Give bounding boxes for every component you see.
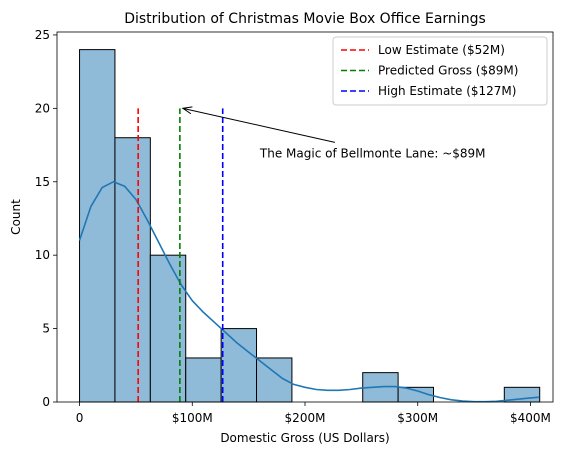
legend-label: Low Estimate ($52M) [378,43,505,57]
reference-lines [137,108,224,402]
y-tick-label: 25 [35,28,50,42]
histogram-bar [79,49,116,403]
x-tick-label: $300M [397,411,438,425]
annotation-arrow-line [182,107,336,143]
y-tick-label: 5 [42,322,50,336]
x-tick-label: $200M [285,411,326,425]
y-tick-label: 0 [42,395,50,409]
x-axis-label: Domestic Gross (US Dollars) [220,431,389,445]
legend: Low Estimate ($52M) Predicted Gross ($89M… [332,36,548,106]
annotation-arrowhead [181,106,193,115]
y-tick-label: 15 [35,175,50,189]
histogram-bar [185,357,222,403]
x-tick-label: $100M [172,411,213,425]
kde-curve [78,181,540,403]
x-tick-label: 0 [76,411,84,425]
kde-layer [78,181,540,403]
histogram-bar [114,137,151,403]
annotation-text: The Magic of Bellmonte Lane: ~$89M [259,146,486,160]
legend-label: High Estimate ($127M) [378,84,516,98]
y-axis-ticks: 0 5 10 15 20 25 [35,28,57,409]
chart-title: Distribution of Christmas Movie Box Offi… [124,11,486,27]
legend-box [332,36,548,106]
x-tick-label: $400M [510,411,551,425]
x-axis-ticks: 0 $100M $200M $300M $400M [76,402,551,425]
y-axis-label: Count [9,199,23,235]
histogram-bar [220,328,258,403]
y-tick-label: 10 [35,248,50,262]
legend-label: Predicted Gross ($89M) [378,64,518,78]
y-tick-label: 20 [35,101,50,115]
annotation-layer: The Magic of Bellmonte Lane: ~$89M [181,106,486,160]
